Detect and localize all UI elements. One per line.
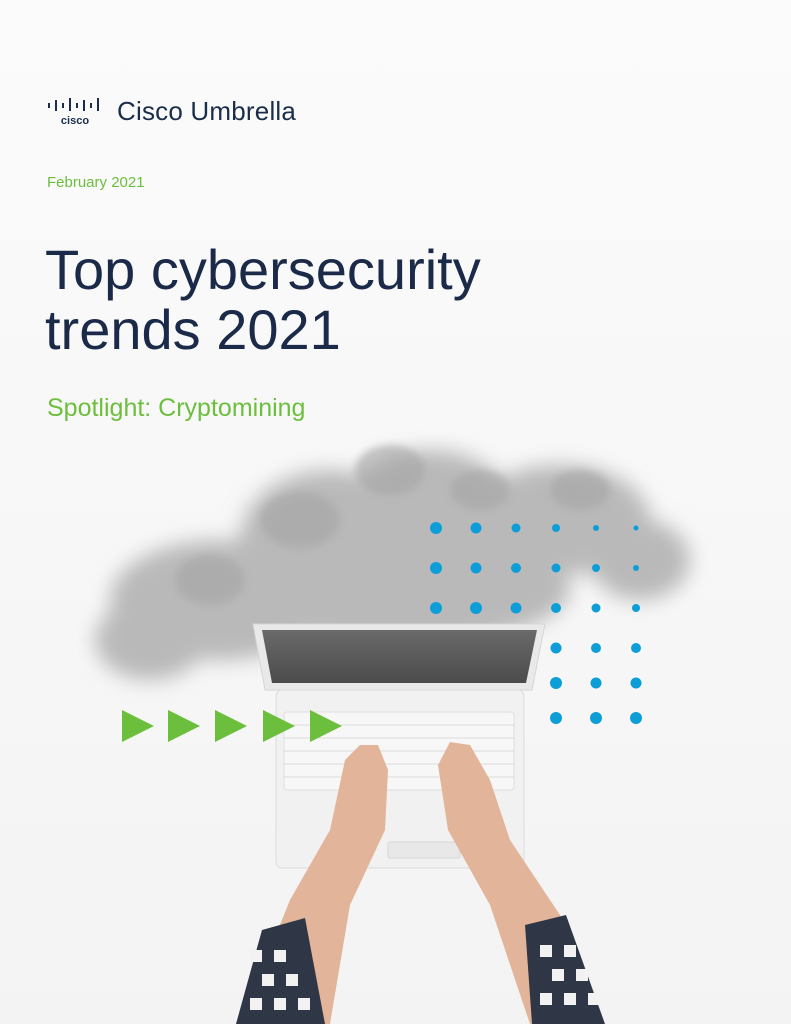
page-subtitle: Spotlight: Cryptomining [47, 394, 306, 422]
dot-grid-icon [430, 522, 642, 724]
arrow-right-icon [122, 710, 342, 742]
cisco-logo-icon: cisco [48, 97, 99, 126]
cloud-icon [95, 445, 690, 680]
publish-date: February 2021 [47, 174, 145, 191]
cisco-logo: cisco Cisco Umbrella [47, 96, 296, 127]
product-name: Cisco Umbrella [117, 96, 297, 126]
logo-wordmark: cisco [61, 115, 89, 126]
hands-illustration [236, 742, 605, 1024]
page-title: Top cybersecurity trends 2021 [45, 238, 481, 361]
